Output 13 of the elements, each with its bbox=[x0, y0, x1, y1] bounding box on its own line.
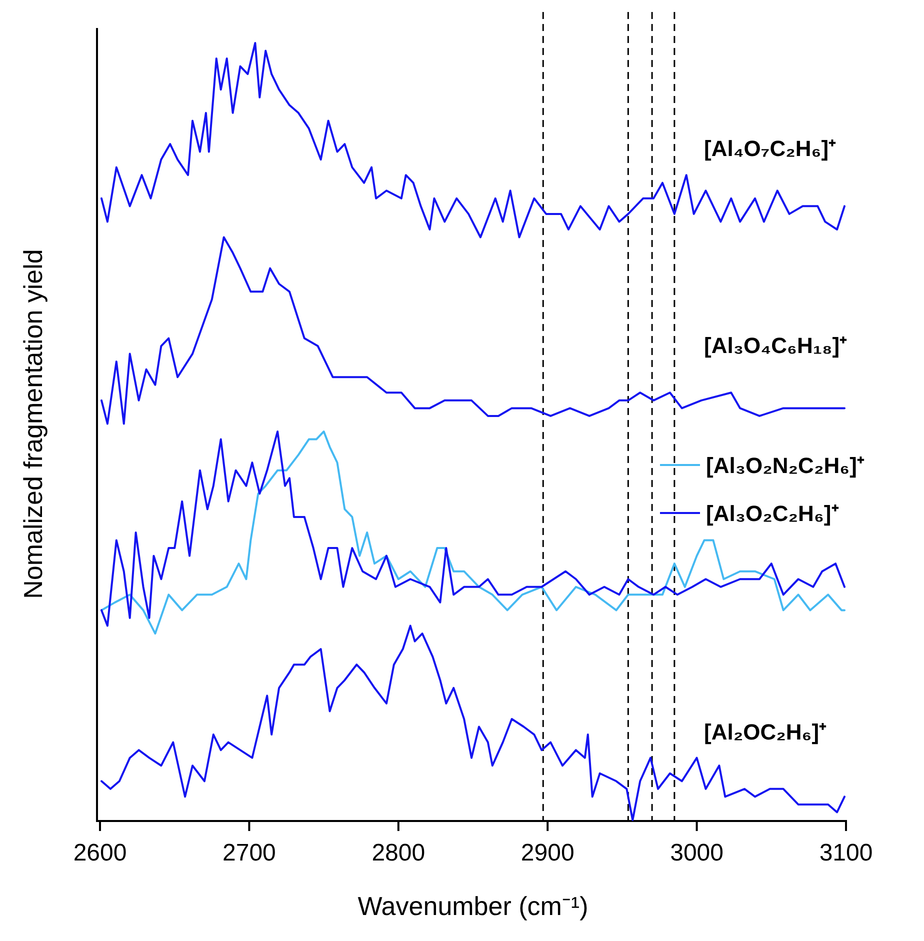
x-tick-label: 2600 bbox=[73, 839, 127, 866]
legend-label: [Al₃O₂C₂H₆]⁺ bbox=[706, 501, 840, 526]
series-label: [Al₄O₇C₂H₆]⁺ bbox=[704, 136, 837, 162]
x-tick-label: 3100 bbox=[819, 839, 873, 866]
series-label: [Al₃O₄C₆H₁₈]⁺ bbox=[704, 333, 848, 358]
x-tick-label: 3000 bbox=[670, 839, 724, 866]
series-label: [Al₂OC₂H₆]⁺ bbox=[704, 719, 828, 744]
x-axis-title: Wavenumber (cm⁻¹) bbox=[358, 891, 588, 921]
y-axis-title: Nomalized fragmentation yield bbox=[18, 249, 48, 599]
legend-label: [Al₃O₂N₂C₂H₆]⁺ bbox=[706, 453, 865, 478]
x-tick-label: 2700 bbox=[222, 839, 276, 866]
x-tick-label: 2800 bbox=[372, 839, 426, 866]
x-tick-label: 2900 bbox=[520, 839, 574, 866]
